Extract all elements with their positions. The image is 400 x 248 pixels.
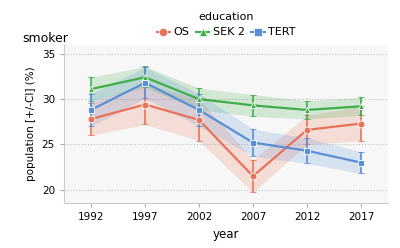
X-axis label: year: year <box>213 228 239 241</box>
Legend: OS, SEK 2, TERT: OS, SEK 2, TERT <box>157 12 295 37</box>
Text: smoker: smoker <box>22 32 68 45</box>
Y-axis label: population [+/-CI] (%): population [+/-CI] (%) <box>26 67 36 181</box>
